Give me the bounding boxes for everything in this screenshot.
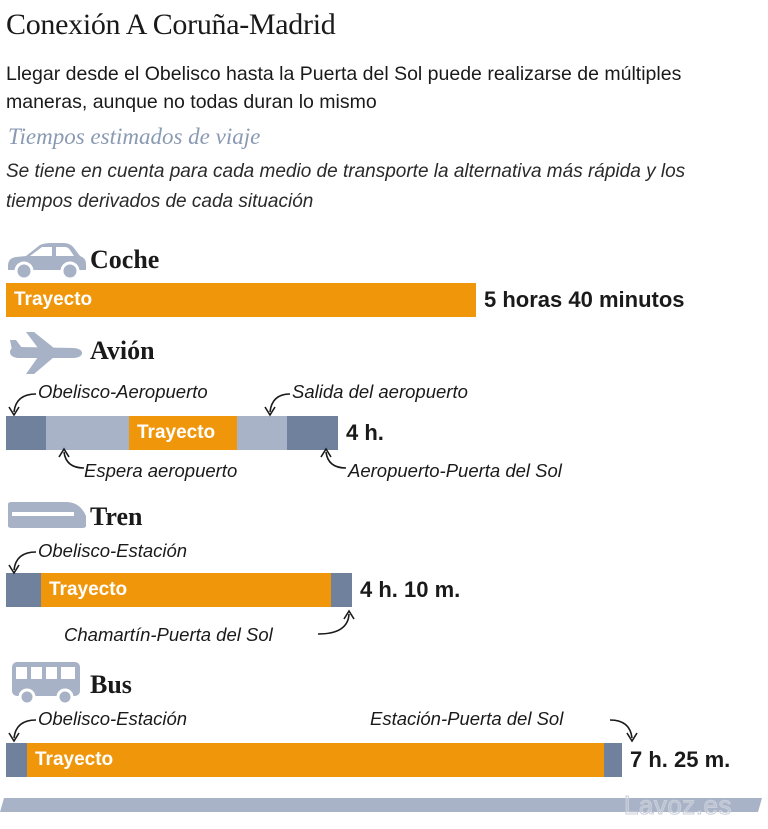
bar-segment-bus-2	[604, 743, 622, 777]
annotation-aeropuerto-sol: Aeropuerto-Puerta del Sol	[348, 460, 562, 481]
total-label-avion: 4 h.	[346, 420, 384, 445]
car-icon	[8, 243, 86, 280]
train-icon	[8, 502, 86, 528]
bar-segment-avión-3	[237, 416, 287, 450]
bar-segment-tren-2	[331, 573, 352, 607]
annotation-obelisco-aeropuerto: Obelisco-Aeropuerto	[38, 381, 208, 402]
chart-note: Se tiene en cuenta para cada medio de tr…	[6, 161, 686, 212]
footer-bar	[0, 798, 762, 812]
bar-label-trayecto-coche: Trayecto	[14, 289, 93, 310]
chart-subtitle: Tiempos estimados de viaje	[8, 124, 261, 149]
annotation-espera-aeropuerto: Espera aeropuerto	[84, 460, 238, 481]
annotation-obelisco-estacion-bus: Obelisco-Estación	[38, 708, 188, 729]
source-logo: Lavoz.es	[623, 790, 732, 821]
bar-segment-bus-1	[27, 743, 604, 777]
bar-segment-avión-4	[287, 416, 338, 450]
bar-label-trayecto-tren: Trayecto	[49, 579, 128, 600]
total-label-tren: 4 h. 10 m.	[360, 577, 461, 602]
annotation-obelisco-estacion-tren: Obelisco-Estación	[38, 540, 188, 561]
bar-segment-tren-0	[6, 573, 41, 607]
arrow-obelisco-estacion-tren	[8, 551, 37, 575]
bar-label-trayecto-bus: Trayecto	[35, 749, 114, 770]
annotation-salida-aeropuerto: Salida del aeropuerto	[292, 381, 468, 402]
plane-icon	[10, 332, 82, 374]
mode-label-avion: Avión	[90, 336, 155, 365]
annotation-estacion-sol: Estación-Puerta del Sol	[370, 708, 564, 729]
arrow-espera-aeropuerto	[58, 447, 85, 469]
arrow-estacion-sol	[609, 719, 638, 743]
bus-icon	[12, 662, 80, 706]
bar-label-trayecto-avión: Trayecto	[137, 422, 216, 443]
arrow-chamartin-sol	[317, 609, 355, 635]
bar-segment-coche-0	[6, 283, 476, 317]
total-label-bus: 7 h. 25 m.	[630, 747, 731, 772]
mode-label-tren: Tren	[90, 502, 143, 531]
page-title: Conexión A Coruña-Madrid	[6, 8, 336, 41]
bar-segment-avión-1	[46, 416, 129, 450]
total-label-coche: 5 horas 40 minutos	[484, 287, 685, 312]
bar-segment-avión-2	[129, 416, 237, 450]
description: Llegar desde el Obelisco hasta la Puerta…	[6, 63, 682, 113]
bar-segment-avión-0	[6, 416, 46, 450]
mode-label-bus: Bus	[90, 670, 132, 699]
mode-label-coche: Coche	[90, 245, 160, 274]
arrow-aeropuerto-sol	[320, 447, 347, 469]
arrow-obelisco-estacion-bus	[8, 719, 37, 743]
arrow-obelisco-aeropuerto	[8, 393, 37, 417]
annotation-chamartin-sol: Chamartín-Puerta del Sol	[64, 624, 273, 645]
bar-segment-tren-1	[41, 573, 331, 607]
bar-segment-bus-0	[6, 743, 27, 777]
arrow-salida-aeropuerto	[264, 393, 291, 417]
